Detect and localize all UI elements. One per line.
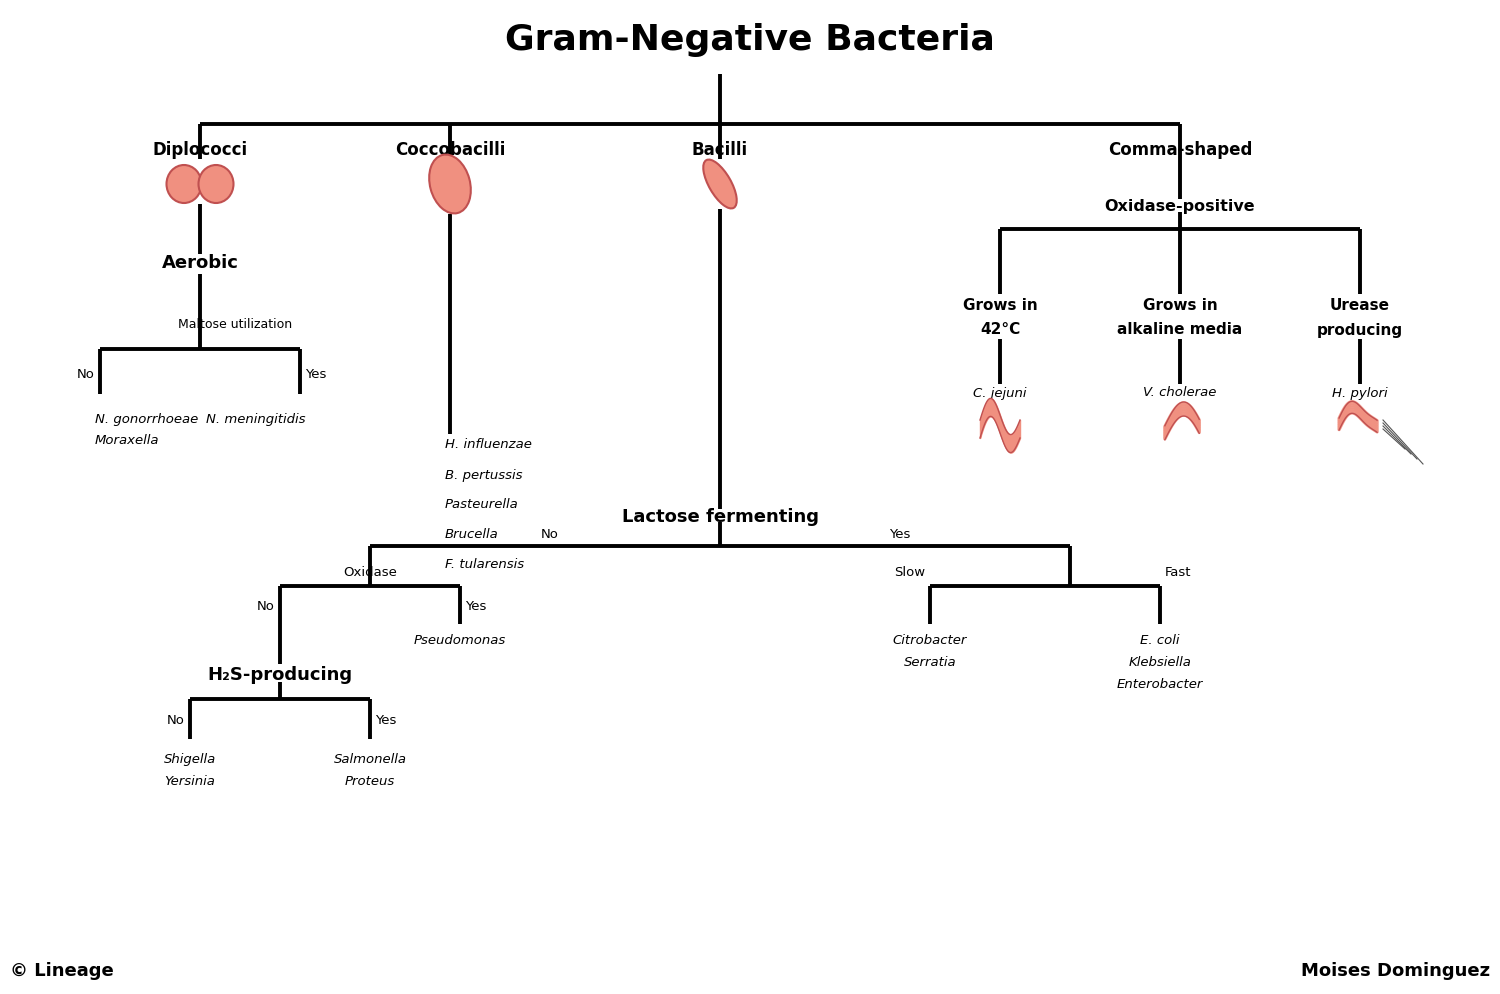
Text: Lactose fermenting: Lactose fermenting xyxy=(621,508,819,526)
Text: No: No xyxy=(76,368,94,381)
Text: Gram-Negative Bacteria: Gram-Negative Bacteria xyxy=(506,23,994,57)
Text: Yes: Yes xyxy=(304,368,327,381)
Text: Comma-shaped: Comma-shaped xyxy=(1108,141,1252,159)
Text: Serratia: Serratia xyxy=(903,655,957,668)
Text: Moises Dominguez: Moises Dominguez xyxy=(1300,961,1490,979)
Text: H₂S-producing: H₂S-producing xyxy=(207,665,352,683)
Text: Aerobic: Aerobic xyxy=(162,253,238,271)
Text: Yes: Yes xyxy=(375,713,396,726)
Text: E. coli: E. coli xyxy=(1140,633,1179,646)
Text: Diplococci: Diplococci xyxy=(153,141,248,159)
Text: Pseudomonas: Pseudomonas xyxy=(414,633,506,646)
Ellipse shape xyxy=(704,160,736,209)
Text: H. pylori: H. pylori xyxy=(1332,386,1388,400)
Text: Oxidase: Oxidase xyxy=(344,566,398,579)
Text: Brucella: Brucella xyxy=(446,528,498,541)
Text: Urease: Urease xyxy=(1330,297,1390,312)
Text: producing: producing xyxy=(1317,322,1402,337)
Ellipse shape xyxy=(198,166,234,204)
Text: N. gonorrhoeae: N. gonorrhoeae xyxy=(94,414,198,426)
Text: Coccobacilli: Coccobacilli xyxy=(394,141,506,159)
Text: No: No xyxy=(166,713,184,726)
Text: 42°C: 42°C xyxy=(980,322,1020,337)
Text: No: No xyxy=(256,600,274,613)
Text: B. pertussis: B. pertussis xyxy=(446,468,522,481)
Text: C. jejuni: C. jejuni xyxy=(974,386,1026,400)
Text: Yes: Yes xyxy=(465,600,486,613)
Text: Pasteurella: Pasteurella xyxy=(446,498,519,511)
Text: Yes: Yes xyxy=(890,528,910,541)
Text: Citrobacter: Citrobacter xyxy=(892,633,968,646)
Text: Yersinia: Yersinia xyxy=(165,774,216,787)
Text: Grows in: Grows in xyxy=(1143,297,1218,312)
Text: Enterobacter: Enterobacter xyxy=(1118,677,1203,690)
Text: Grows in: Grows in xyxy=(963,297,1038,312)
Text: Proteus: Proteus xyxy=(345,774,394,787)
Text: Maltose utilization: Maltose utilization xyxy=(178,318,292,331)
Ellipse shape xyxy=(166,166,201,204)
Text: Shigella: Shigella xyxy=(164,752,216,765)
Text: Bacilli: Bacilli xyxy=(692,141,748,159)
Text: Salmonella: Salmonella xyxy=(333,752,406,765)
Text: © Lineage: © Lineage xyxy=(10,961,114,979)
Text: Oxidase-positive: Oxidase-positive xyxy=(1104,200,1256,215)
Text: Slow: Slow xyxy=(894,566,926,579)
Text: N. meningitidis: N. meningitidis xyxy=(206,414,304,426)
Text: Klebsiella: Klebsiella xyxy=(1128,655,1191,668)
Ellipse shape xyxy=(429,155,471,215)
Text: F. tularensis: F. tularensis xyxy=(446,558,524,571)
Text: No: No xyxy=(542,528,560,541)
Text: alkaline media: alkaline media xyxy=(1118,322,1242,337)
Text: Moraxella: Moraxella xyxy=(94,433,159,446)
Text: Fast: Fast xyxy=(1166,566,1191,579)
Text: V. cholerae: V. cholerae xyxy=(1143,386,1216,400)
Text: H. influenzae: H. influenzae xyxy=(446,438,532,451)
